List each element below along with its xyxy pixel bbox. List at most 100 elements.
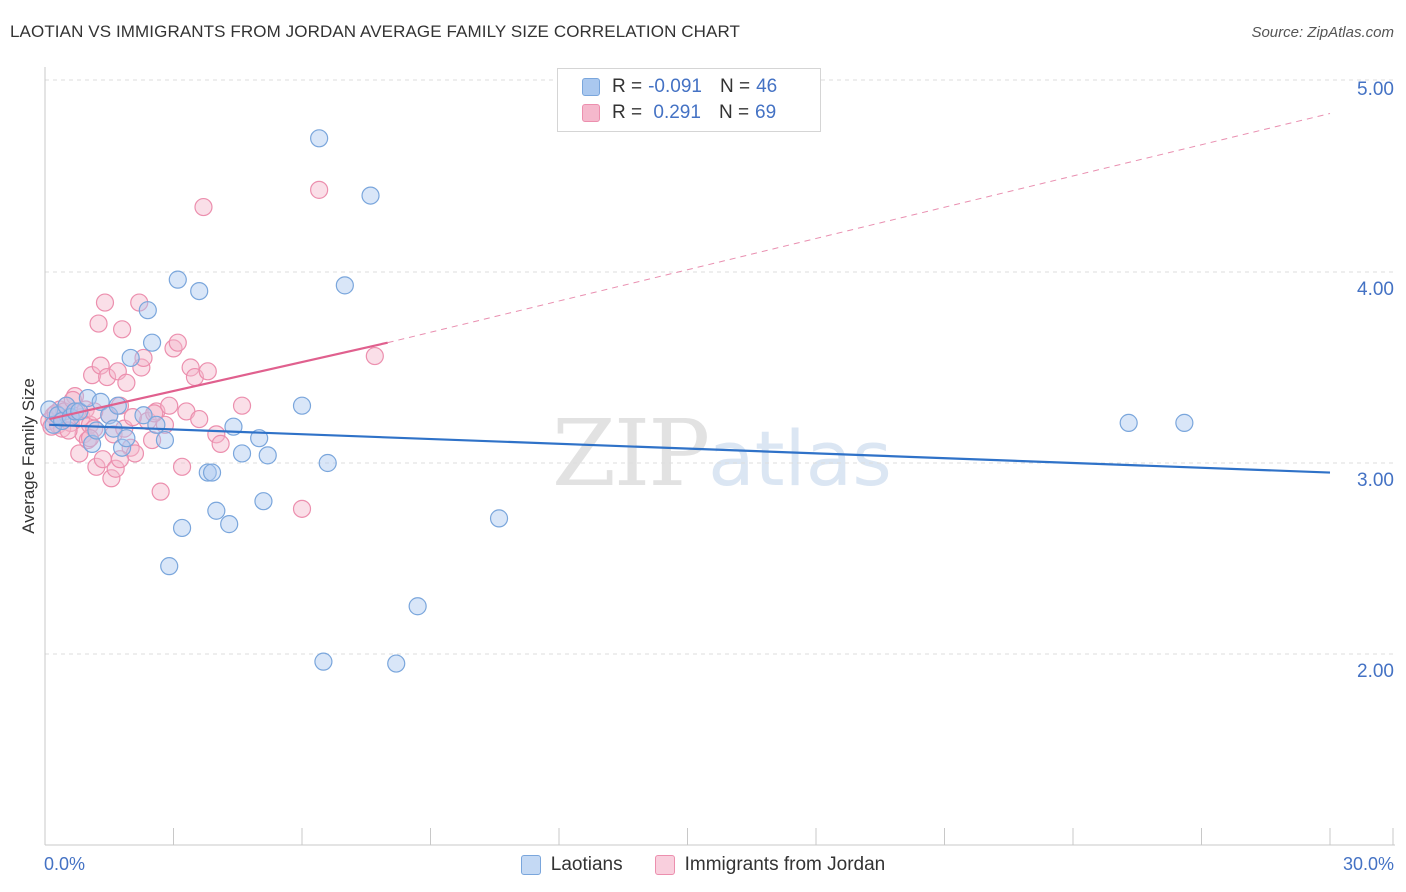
legend-item-laotians[interactable]: Laotians: [520, 854, 623, 876]
point-laotians: [87, 421, 106, 440]
point-jordan: [190, 409, 209, 429]
legend-swatch-blue: [582, 78, 600, 96]
point-jordan: [106, 459, 125, 478]
gridlines: [45, 79, 1395, 655]
point-laotians: [117, 429, 136, 448]
legend-row-laotians: R = -0.091 N = 46: [582, 75, 777, 99]
legend-row-jordan: R = 0.291 N = 69: [582, 101, 776, 125]
point-laotians: [250, 429, 269, 448]
point-jordan: [87, 457, 106, 476]
legend-swatch-pink: [654, 855, 675, 875]
point-laotians: [258, 446, 277, 465]
point-laotians: [147, 415, 166, 434]
axes: [44, 67, 1395, 846]
watermark-atlas: atlas: [708, 414, 892, 503]
legend-label-laotians: Laotians: [550, 854, 623, 875]
legend-swatch-blue: [520, 855, 541, 875]
y-tick-label: 5.00: [1357, 79, 1394, 100]
point-jordan: [181, 358, 200, 377]
point-laotians: [112, 438, 132, 457]
point-jordan: [160, 396, 179, 415]
point-laotians: [220, 515, 239, 534]
point-laotians: [1119, 413, 1138, 432]
point-jordan: [310, 180, 329, 199]
point-jordan: [102, 469, 121, 488]
point-jordan: [134, 348, 153, 368]
point-laotians: [198, 463, 217, 482]
point-laotians: [155, 430, 175, 450]
point-laotians: [387, 654, 406, 673]
point-jordan: [89, 314, 108, 333]
legend-n-value: 69: [755, 102, 777, 123]
point-jordan: [110, 450, 130, 469]
legend-r-value: -0.091: [648, 76, 702, 97]
point-jordan: [151, 482, 170, 501]
point-laotians: [489, 509, 509, 528]
axis-labels: 2.00 3.00 4.00 5.00 0.0% 30.0% Average Family …: [19, 79, 1394, 874]
point-laotians: [142, 333, 162, 352]
point-jordan: [117, 373, 136, 392]
point-jordan: [211, 434, 230, 453]
point-jordan: [91, 356, 110, 375]
chart-title: LAOTIAN VS IMMIGRANTS FROM JORDAN AVERAG…: [10, 22, 741, 41]
watermark-zip: ZIP: [552, 400, 710, 507]
point-jordan: [365, 346, 384, 366]
point-jordan: [168, 333, 187, 352]
point-laotians: [318, 453, 337, 473]
trend-line-jordan-extension: [387, 112, 1331, 344]
point-jordan: [98, 367, 117, 387]
point-jordan: [198, 362, 217, 381]
source-label: Source: ZipAtlas.com: [1251, 24, 1394, 41]
point-jordan: [292, 499, 312, 518]
point-laotians: [1175, 413, 1194, 432]
legend-item-jordan[interactable]: Immigrants from Jordan: [654, 854, 886, 876]
point-laotians: [134, 406, 153, 425]
legend-r-label: R =: [612, 76, 643, 97]
trend-line-jordan: [49, 341, 388, 421]
correlation-legend: R = -0.091 N = 46 R = 0.291 N = 69: [557, 68, 821, 132]
trend-lines: [49, 112, 1331, 474]
point-laotians: [335, 276, 354, 295]
series-laotians-points: [40, 129, 1194, 673]
point-jordan: [232, 396, 252, 415]
point-jordan: [112, 320, 132, 339]
point-laotians: [292, 396, 312, 415]
point-laotians: [254, 492, 273, 511]
legend-swatch-pink: [582, 104, 600, 122]
x-tick-label: 30.0%: [1343, 854, 1394, 874]
point-laotians: [160, 557, 179, 576]
point-laotians: [232, 444, 252, 463]
point-laotians: [121, 348, 140, 368]
point-laotians: [361, 186, 380, 205]
point-laotians: [408, 597, 427, 616]
legend-n-label: N =: [719, 76, 751, 97]
point-laotians: [83, 434, 102, 453]
x-tick-label: 0.0%: [44, 854, 85, 874]
legend-r-value: 0.291: [648, 102, 701, 123]
point-laotians: [207, 501, 226, 520]
point-laotians: [104, 419, 123, 438]
point-jordan: [172, 457, 192, 476]
y-axis-title: Average Family Size: [19, 378, 38, 534]
point-laotians: [190, 282, 209, 301]
point-jordan: [70, 444, 89, 463]
series-legend: Laotians Immigrants from Jordan: [0, 852, 1406, 878]
legend-r-label: R =: [612, 102, 643, 123]
y-tick-label: 3.00: [1357, 470, 1394, 491]
trend-line-laotians: [49, 423, 1331, 474]
legend-label-jordan: Immigrants from Jordan: [684, 854, 886, 875]
point-laotians: [314, 652, 333, 671]
y-tick-label: 4.00: [1357, 279, 1394, 300]
point-laotians: [138, 301, 157, 320]
point-laotians: [310, 129, 329, 148]
point-laotians: [202, 463, 222, 482]
watermark: ZIPatlas: [552, 400, 892, 507]
point-laotians: [168, 270, 187, 289]
point-jordan: [194, 197, 213, 217]
legend-n-value: 46: [756, 76, 778, 97]
point-jordan: [95, 293, 115, 312]
point-laotians: [172, 518, 192, 538]
legend-n-label: N =: [718, 102, 750, 123]
y-tick-label: 2.00: [1357, 661, 1394, 682]
